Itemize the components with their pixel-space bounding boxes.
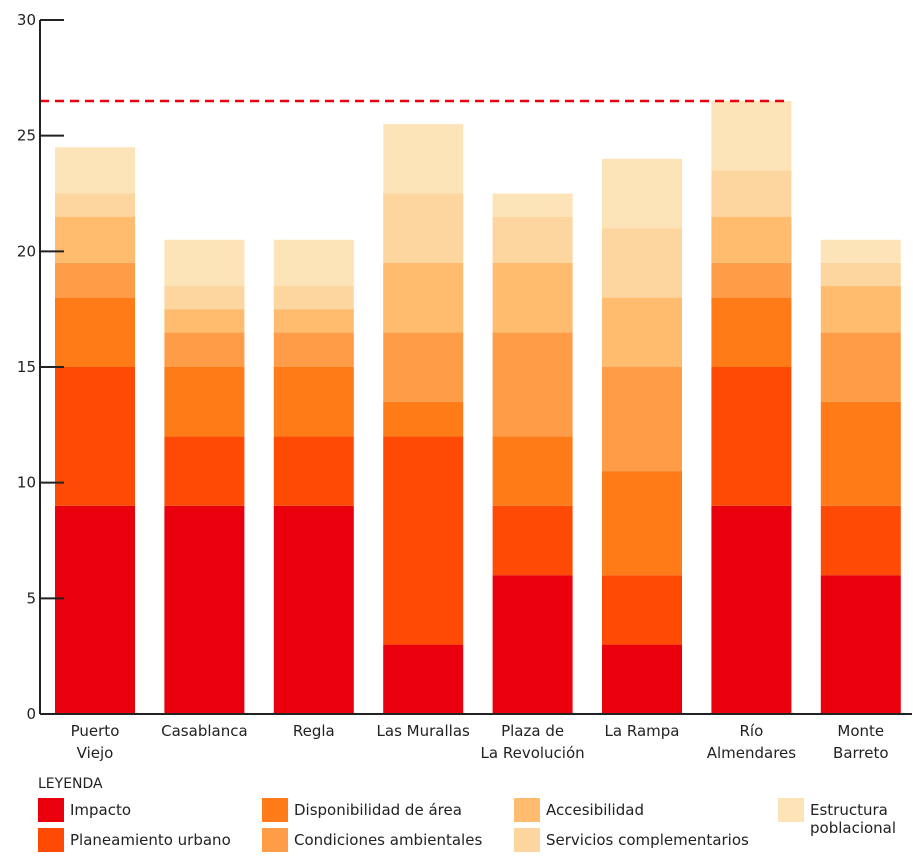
bar-segment xyxy=(711,262,792,298)
legend-item-accesibilidad: Accesibilidad xyxy=(514,798,644,822)
bar-segment xyxy=(164,239,245,287)
bar-segment xyxy=(55,297,135,367)
x-tick-label: Río Almendares xyxy=(707,722,797,762)
bar-segment xyxy=(273,436,354,506)
legend-item-estructura: Estructura poblacional xyxy=(778,798,896,837)
bar-segment xyxy=(602,297,682,367)
bar-segment xyxy=(711,505,792,714)
bar-segment xyxy=(711,297,792,367)
legend-item-disponibilidad: Disponibilidad de área xyxy=(262,798,462,822)
bar-segment xyxy=(273,309,354,333)
bar-segment xyxy=(273,367,354,437)
bar-segment xyxy=(492,216,573,263)
bar-segment xyxy=(602,158,682,229)
legend-label-condiciones: Condiciones ambientales xyxy=(294,831,483,849)
bar-segment xyxy=(55,262,135,298)
y-tick-label: 20 xyxy=(17,242,36,260)
y-tick-label: 5 xyxy=(26,589,36,607)
y-tick-label: 0 xyxy=(26,705,36,723)
bar-segment xyxy=(602,575,682,645)
y-tick-label: 10 xyxy=(17,474,36,492)
bar-segment xyxy=(820,332,901,402)
bar-segment xyxy=(273,239,354,287)
bar-segment xyxy=(164,286,245,310)
legend-item-planeamiento: Planeamiento urbano xyxy=(38,828,231,852)
y-tick-label: 25 xyxy=(17,127,36,145)
bar-segment xyxy=(164,436,245,506)
bar-segment xyxy=(602,471,682,576)
legend-item-impacto: Impacto xyxy=(38,798,131,822)
x-tick-label: Regla xyxy=(293,722,335,740)
y-tick-label: 30 xyxy=(17,11,36,29)
bar-segment xyxy=(383,124,464,194)
bar-segment xyxy=(492,436,573,506)
bar-segment xyxy=(383,332,464,402)
legend-item-servicios: Servicios complementarios xyxy=(514,828,749,852)
legend-label-servicios: Servicios complementarios xyxy=(546,831,749,849)
bar-segment xyxy=(492,262,573,333)
bar-segment xyxy=(164,367,245,437)
bar-segment xyxy=(383,401,464,437)
x-tick-label: Plaza de La Revolución xyxy=(481,722,585,762)
bar-segment xyxy=(383,436,464,645)
legend-label-accesibilidad: Accesibilidad xyxy=(546,801,644,819)
legend-swatch-accesibilidad xyxy=(514,798,540,822)
bar-segment xyxy=(273,286,354,310)
bar-segment xyxy=(711,367,792,506)
x-tick-label: Casablanca xyxy=(161,722,248,740)
bar-segment xyxy=(55,216,135,263)
bar-segment xyxy=(602,228,682,298)
x-tick-label: Las Murallas xyxy=(377,722,470,740)
legend-label-impacto: Impacto xyxy=(70,801,132,819)
x-tick-label: Monte Barreto xyxy=(833,722,889,762)
bar-segment xyxy=(55,367,135,506)
bar-segment xyxy=(383,262,464,333)
bar-segment xyxy=(492,575,573,714)
legend-label-planeamiento: Planeamiento urbano xyxy=(70,831,231,849)
x-tick-label: La Rampa xyxy=(605,722,680,740)
bars-layer xyxy=(55,100,901,714)
x-tick-label: Puerto Viejo xyxy=(71,722,120,762)
legend-swatch-servicios xyxy=(514,828,540,852)
bar-segment xyxy=(820,505,901,576)
bar-segment xyxy=(820,401,901,506)
legend-swatch-impacto xyxy=(38,798,64,822)
bar-segment xyxy=(711,100,792,171)
legend-swatch-estructura xyxy=(778,798,804,822)
legend-item-condiciones: Condiciones ambientales xyxy=(262,828,482,852)
bar-segment xyxy=(492,193,573,217)
legend-label-estructura: Estructura poblacional xyxy=(810,801,897,837)
labels-layer: Puerto Viejo Casablanca Regla Las Murallas Pl… xyxy=(17,11,889,762)
bar-segment xyxy=(55,505,135,714)
bar-segment xyxy=(55,193,135,217)
bar-segment xyxy=(55,147,135,194)
y-tick-label: 15 xyxy=(17,358,36,376)
bar-segment xyxy=(820,575,901,714)
legend-title: LEYENDA xyxy=(38,776,103,792)
bar-segment xyxy=(164,332,245,367)
bar-segment xyxy=(164,505,245,714)
bar-segment xyxy=(820,286,901,333)
bar-segment xyxy=(820,262,901,287)
bar-segment xyxy=(383,644,464,714)
legend-swatch-condiciones xyxy=(262,828,288,852)
legend: LEYENDA Impacto Planeamiento urbano Disp… xyxy=(38,776,913,856)
legend-swatch-planeamiento xyxy=(38,828,64,852)
bar-segment xyxy=(711,216,792,263)
bar-segment xyxy=(273,505,354,714)
bar-segment xyxy=(602,367,682,472)
legend-label-disponibilidad: Disponibilidad de área xyxy=(294,801,462,819)
bar-segment xyxy=(383,193,464,263)
bar-segment xyxy=(711,170,792,217)
bar-segment xyxy=(273,332,354,367)
axis-layer xyxy=(39,19,912,715)
bar-segment xyxy=(820,239,901,263)
legend-swatch-disponibilidad xyxy=(262,798,288,822)
stacked-bar-chart: Puerto Viejo Casablanca Regla Las Murallas Pl… xyxy=(17,11,912,762)
bar-segment xyxy=(602,644,682,714)
bar-segment xyxy=(164,309,245,333)
bar-segment xyxy=(492,332,573,437)
bar-segment xyxy=(492,505,573,576)
